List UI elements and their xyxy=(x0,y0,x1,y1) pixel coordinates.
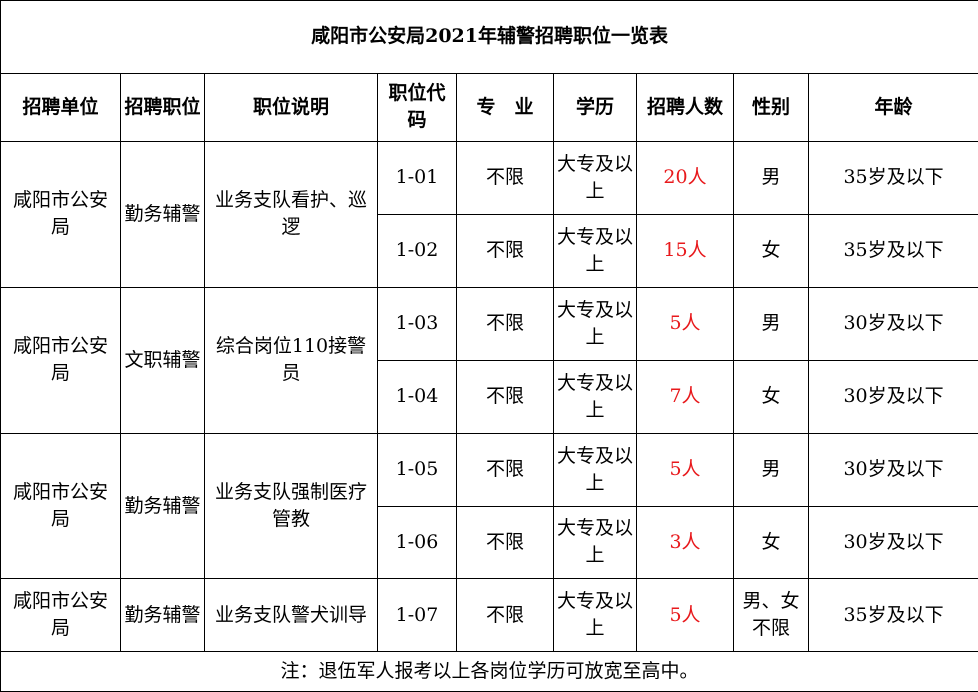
table-row: 咸阳市公安局 文职辅警 综合岗位110接警员 1-03 不限 大专及以上 5人男 30岁及以下 xyxy=(0,286,978,434)
cell-education: 大专及以上 xyxy=(553,432,637,507)
cell-code: 1-01 xyxy=(377,140,457,215)
header-major: 专 业 xyxy=(456,72,554,142)
cell-major: 不限 xyxy=(456,505,554,580)
cell-age: 30岁及以下 xyxy=(807,505,978,580)
table-row: 1-02 不限 大专及以上 15人女 35岁及以下 xyxy=(1,213,978,288)
cell-age: 35岁及以下 xyxy=(807,578,978,653)
cell-major: 不限 xyxy=(456,286,554,361)
table-row: 咸阳市公安局 勤务辅警 业务支队看护、巡逻 1-01 不限 大专及以上 20人男 35岁及以下 xyxy=(0,140,978,288)
cell-age: 30岁及以下 xyxy=(807,286,978,361)
cell-major: 不限 xyxy=(456,578,554,653)
cell-code: 1-03 xyxy=(377,286,457,361)
header-code: 职位代码 xyxy=(377,72,457,142)
cell-position: 勤务辅警 xyxy=(120,140,205,288)
cell-age: 35岁及以下 xyxy=(807,213,978,288)
cell-education: 大专及以上 xyxy=(553,505,637,580)
cell-gender: 女 xyxy=(733,359,809,434)
cell-count: 3人 xyxy=(636,505,734,580)
cell-gender: 女 xyxy=(733,213,809,288)
note-row: 注：退伍军人报考以上各岗位学历可放宽至高中。 xyxy=(0,651,978,692)
cell-major: 不限 xyxy=(456,140,554,215)
header-description: 职位说明 xyxy=(204,72,378,142)
cell-code: 1-04 xyxy=(377,359,457,434)
table-title: 咸阳市公安局2021年辅警招聘职位一览表 xyxy=(0,0,978,74)
header-count: 招聘人数 xyxy=(636,72,734,142)
cell-count: 7人 xyxy=(636,359,734,434)
cell-gender: 男 xyxy=(733,286,809,361)
cell-education: 大专及以上 xyxy=(553,140,637,215)
cell-gender: 男 xyxy=(733,140,809,215)
table-row: 1-04 不限 大专及以上 7人女 30岁及以下 xyxy=(1,359,978,434)
cell-unit: 咸阳市公安局 xyxy=(0,286,121,434)
cell-description: 业务支队看护、巡逻 xyxy=(204,140,378,288)
cell-code: 1-07 xyxy=(377,578,457,653)
cell-count: 5人 xyxy=(636,578,734,653)
cell-unit: 咸阳市公安局 xyxy=(0,432,121,580)
cell-code: 1-06 xyxy=(377,505,457,580)
table-row: 咸阳市公安局 勤务辅警 业务支队警犬训导 1-07 不限 大专及以上 5人 男、女不限 35岁及… xyxy=(0,578,978,653)
cell-count: 5人 xyxy=(636,286,734,361)
header-age: 年龄 xyxy=(807,72,978,142)
note: 注：退伍军人报考以上各岗位学历可放宽至高中。 xyxy=(0,651,978,692)
header-education: 学历 xyxy=(553,72,637,142)
cell-description: 综合岗位110接警员 xyxy=(204,286,378,434)
cell-age: 30岁及以下 xyxy=(807,359,978,434)
cell-age: 35岁及以下 xyxy=(807,140,978,215)
cell-major: 不限 xyxy=(456,359,554,434)
cell-position: 文职辅警 xyxy=(120,286,205,434)
cell-age: 30岁及以下 xyxy=(807,432,978,507)
cell-education: 大专及以上 xyxy=(553,286,637,361)
cell-education: 大专及以上 xyxy=(553,578,637,653)
cell-description: 业务支队强制医疗管教 xyxy=(204,432,378,580)
header-unit: 招聘单位 xyxy=(0,72,121,142)
header-gender: 性别 xyxy=(733,72,809,142)
header-position: 招聘职位 xyxy=(120,72,205,142)
cell-count: 5人 xyxy=(636,432,734,507)
cell-major: 不限 xyxy=(456,432,554,507)
cell-position: 勤务辅警 xyxy=(120,432,205,580)
cell-unit: 咸阳市公安局 xyxy=(0,140,121,288)
cell-gender: 女 xyxy=(733,505,809,580)
cell-unit: 咸阳市公安局 xyxy=(0,578,121,653)
header-row: 招聘单位 招聘职位 职位说明 职位代码专 业学历 招聘人数 性别 年龄 xyxy=(0,72,978,142)
cell-count: 15人 xyxy=(636,213,734,288)
table-row: 1-06 不限 大专及以上 3人女 30岁及以下 xyxy=(1,505,978,580)
cell-gender: 男 xyxy=(733,432,809,507)
cell-education: 大专及以上 xyxy=(553,359,637,434)
cell-count: 20人 xyxy=(636,140,734,215)
table-row: 咸阳市公安局 勤务辅警 业务支队强制医疗管教 1-05 不限 大专及以上 5人男 30岁及以下 xyxy=(0,432,978,580)
cell-position: 勤务辅警 xyxy=(120,578,205,653)
cell-major: 不限 xyxy=(456,213,554,288)
cell-code: 1-02 xyxy=(377,213,457,288)
cell-code: 1-05 xyxy=(377,432,457,507)
cell-education: 大专及以上 xyxy=(553,213,637,288)
cell-gender: 男、女不限 xyxy=(733,578,809,653)
cell-description: 业务支队警犬训导 xyxy=(204,578,378,653)
